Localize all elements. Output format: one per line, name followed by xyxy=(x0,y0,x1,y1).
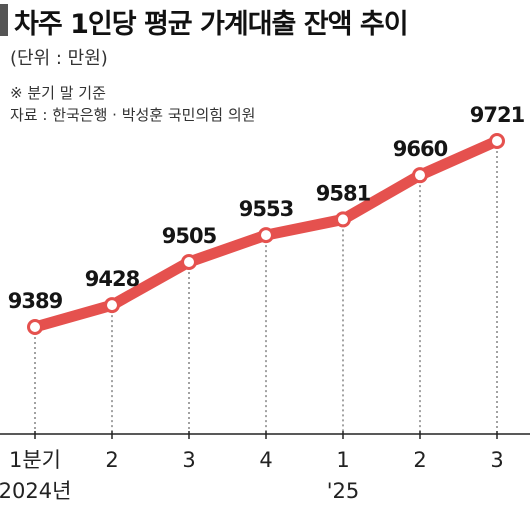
x-year-label-4: '25 xyxy=(327,479,360,503)
data-label-6: 9721 xyxy=(470,103,525,127)
data-point-3 xyxy=(258,227,274,244)
footnote: ※ 분기 말 기준 xyxy=(10,84,106,102)
x-tick-label-4: 1 xyxy=(336,448,349,472)
x-tick-label-6: 3 xyxy=(490,448,503,472)
x-tick-label-5: 2 xyxy=(413,448,426,472)
x-year-label-0: 2024년 xyxy=(0,479,71,503)
data-point-1 xyxy=(104,297,120,314)
data-label-5: 9660 xyxy=(393,137,448,161)
data-label-1: 9428 xyxy=(85,267,140,291)
data-label-2: 9505 xyxy=(162,224,217,248)
x-tick-label-3: 4 xyxy=(259,448,272,472)
x-tick-label-2: 3 xyxy=(182,448,195,472)
data-point-6 xyxy=(489,133,505,149)
data-label-3: 9553 xyxy=(239,197,293,221)
title-marker xyxy=(0,4,8,36)
unit-label: (단위 : 만원) xyxy=(10,48,108,69)
x-tick-label-0: 1분기 xyxy=(9,448,61,472)
data-label-4: 9581 xyxy=(316,181,371,205)
data-point-5 xyxy=(412,167,428,184)
title-bar: 차주 1인당 평균 가계대출 잔액 추이 xyxy=(0,0,530,40)
data-label-0: 9389 xyxy=(8,289,63,313)
data-point-2 xyxy=(181,254,197,271)
data-point-0 xyxy=(27,319,43,335)
x-tick-label-1: 2 xyxy=(105,448,118,472)
source-label: 자료 : 한국은행 · 박성훈 국민의힘 의원 xyxy=(10,106,256,124)
data-point-4 xyxy=(335,211,351,228)
chart-title: 차주 1인당 평균 가계대출 잔액 추이 xyxy=(14,9,409,40)
